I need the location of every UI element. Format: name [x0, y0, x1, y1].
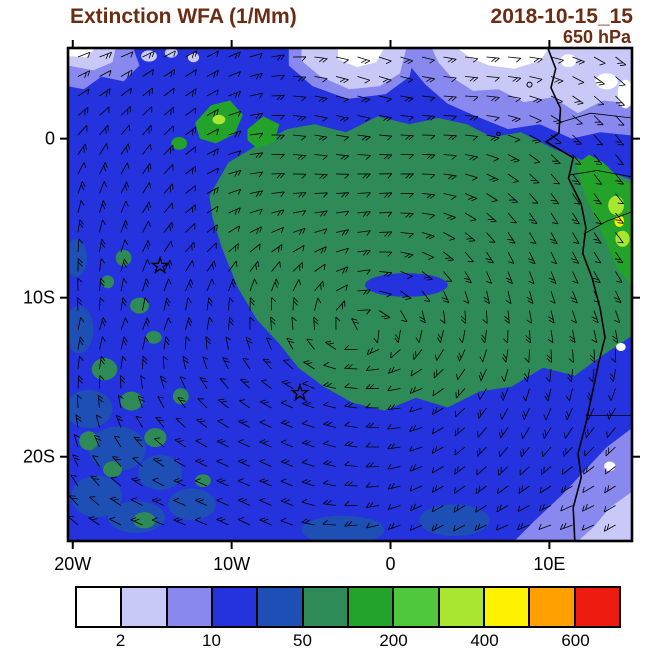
contour-region [68, 305, 94, 354]
axis-ticks: 20W 10W 0 10E 0 10S 20S [23, 40, 640, 574]
contour-region [144, 428, 167, 448]
colorbar-cell-0 [77, 588, 121, 626]
contour-region [115, 249, 132, 266]
contour-region [419, 504, 490, 537]
contour-region [301, 48, 407, 90]
map-plot: 20W 10W 0 10E 0 10S 20S [23, 40, 640, 574]
colorbar-cell-10 [530, 588, 574, 626]
colorbar-tick-label: 2 [115, 631, 126, 650]
island [496, 131, 501, 137]
contour-region [616, 343, 626, 351]
pressure-level-label: 650 hPa [562, 27, 631, 47]
contour-region [101, 275, 115, 289]
contour-region [71, 475, 122, 518]
plot-header: Extinction WFA (1/Mm) 2018-10-15_15 650 … [0, 0, 650, 47]
colorbar-tick-label: 200 [379, 631, 408, 650]
star-marker [290, 382, 310, 402]
contour-region [137, 455, 183, 491]
colorbar-tick-label: 400 [470, 631, 499, 650]
field-layer [68, 48, 632, 541]
y-axis-label: 20S [23, 447, 55, 467]
contour-region [141, 50, 157, 62]
y-axis-label: 10S [23, 288, 55, 308]
country-border [568, 170, 632, 178]
contour-region [212, 114, 226, 125]
contour-region [68, 238, 87, 277]
contour-region [91, 358, 118, 381]
contour-region [617, 79, 632, 109]
contour-region [168, 488, 216, 521]
contour-region [68, 48, 95, 58]
plot-title: Extinction WFA (1/Mm) [70, 5, 297, 28]
contour-region [365, 273, 448, 297]
contour-region [514, 428, 632, 541]
contour-region [209, 116, 632, 411]
contour-region [301, 515, 385, 541]
colorbar-cell-5 [303, 588, 347, 626]
contour-region [578, 491, 632, 541]
contour-region [145, 331, 162, 344]
x-axis-label: 10E [533, 554, 565, 574]
contour-region [187, 52, 200, 63]
x-axis-label: 10W [213, 554, 250, 574]
contour-region [172, 388, 189, 405]
contour-region [595, 73, 618, 90]
star-marker [150, 255, 170, 275]
contour-region [79, 431, 99, 451]
plot-date: 2018-10-15_15 [490, 5, 633, 28]
contour-region [431, 48, 632, 114]
contour-region [560, 54, 577, 68]
contour-region [120, 391, 143, 411]
colorbar-cell-6 [348, 588, 393, 626]
contour-region [614, 215, 625, 227]
country-border [583, 211, 632, 235]
colorbar-tick-label: 600 [561, 631, 590, 650]
contour-region [195, 474, 211, 487]
contour-region [133, 512, 156, 529]
island [526, 81, 533, 88]
contour-region [103, 461, 122, 478]
y-axis-label: 0 [45, 129, 55, 149]
colorbar-cell-4 [258, 588, 302, 626]
colorbar-cell-11 [575, 588, 619, 626]
colorbar-cell-9 [484, 588, 529, 626]
colorbar-tick-label: 10 [202, 631, 221, 650]
country-border [558, 112, 632, 124]
x-axis-label: 20W [54, 554, 91, 574]
contour-region [576, 154, 632, 285]
map-frame [66, 46, 634, 543]
colorbar-cell-7 [394, 588, 438, 626]
colorbar: 2 10 50 200 400 600 [75, 586, 621, 657]
contour-region [608, 195, 624, 215]
colorbar-cell-2 [167, 588, 211, 626]
colorbar-labels: 2 10 50 200 400 600 [75, 631, 621, 657]
colorbar-cell-1 [122, 588, 166, 626]
wind-barbs [68, 50, 627, 532]
colorbar-tick-label: 50 [293, 631, 312, 650]
contour-region [615, 230, 630, 247]
contour-region [68, 389, 113, 429]
coastline [544, 48, 606, 541]
contour-region [338, 48, 385, 68]
contour-region [171, 137, 188, 150]
colorbar-cell-8 [439, 588, 483, 626]
colorbar-cells [75, 586, 621, 628]
contour-region [88, 426, 146, 472]
contour-region [457, 48, 550, 69]
colorbar-cell-3 [212, 588, 257, 626]
x-axis-label: 0 [386, 554, 396, 574]
contour-region [247, 116, 280, 149]
